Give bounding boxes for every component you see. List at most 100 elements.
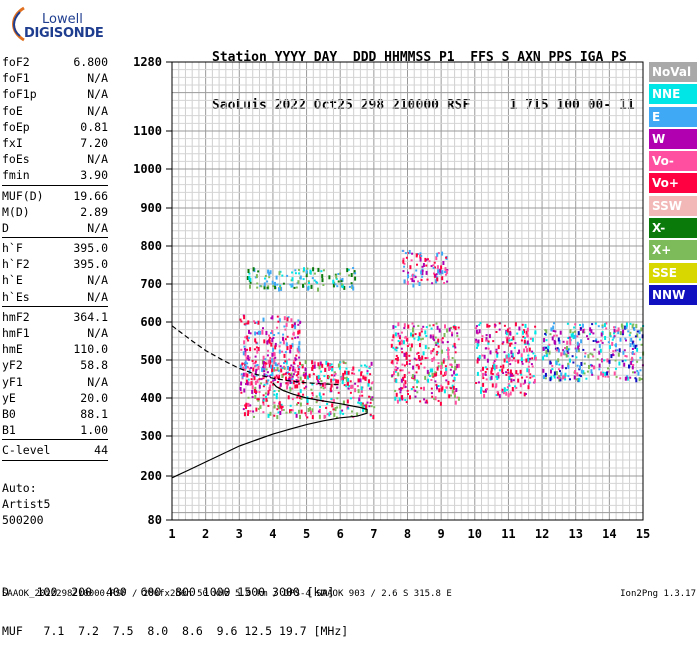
echo-dot bbox=[255, 274, 258, 279]
echo-dot bbox=[574, 323, 577, 326]
echo-dot bbox=[631, 348, 634, 350]
echo-dot bbox=[412, 328, 414, 333]
echo-dot bbox=[514, 359, 517, 362]
echo-dot bbox=[273, 401, 276, 404]
echo-dot bbox=[617, 352, 620, 357]
echo-dot bbox=[347, 378, 350, 382]
echo-dot bbox=[268, 339, 271, 344]
echo-dot bbox=[356, 385, 359, 388]
echo-dot bbox=[248, 329, 250, 334]
echo-dot bbox=[252, 367, 255, 372]
echo-dot bbox=[496, 352, 499, 355]
echo-dot bbox=[248, 367, 251, 370]
echo-dot bbox=[289, 380, 292, 384]
echo-dot bbox=[521, 323, 524, 326]
echo-dot bbox=[514, 322, 517, 327]
echo-dot bbox=[505, 391, 508, 396]
echo-dot bbox=[632, 371, 634, 374]
echo-dot bbox=[442, 261, 445, 265]
echo-dot bbox=[475, 340, 478, 343]
echo-dot bbox=[414, 395, 417, 398]
param-name: MUF(D) bbox=[2, 188, 44, 203]
echo-dot bbox=[269, 384, 272, 389]
echo-dot bbox=[301, 364, 304, 369]
echo-dot bbox=[413, 374, 416, 379]
echo-dot bbox=[364, 408, 367, 413]
echo-dot bbox=[312, 267, 315, 272]
echo-dot bbox=[287, 371, 290, 374]
echo-dot bbox=[257, 398, 260, 401]
echo-dot bbox=[624, 355, 627, 357]
echo-dot bbox=[627, 330, 630, 333]
echo-dot bbox=[336, 397, 339, 400]
param-value: 19.66 bbox=[73, 188, 108, 203]
echo-dot bbox=[478, 355, 481, 359]
echo-dot bbox=[289, 366, 292, 369]
echo-dot bbox=[633, 326, 636, 331]
echo-dot bbox=[564, 378, 567, 381]
plot-grid bbox=[171, 61, 644, 521]
echo-dot bbox=[333, 371, 336, 374]
echo-dot bbox=[253, 376, 256, 381]
echo-dot bbox=[252, 362, 255, 365]
echo-dot bbox=[305, 275, 308, 278]
echo-dot bbox=[341, 409, 344, 412]
echo-dot bbox=[417, 336, 420, 340]
legend-item-x-: X+ bbox=[649, 240, 697, 261]
echo-dot bbox=[341, 277, 344, 282]
echo-dot bbox=[495, 350, 498, 353]
echo-dot bbox=[261, 332, 264, 335]
echo-dot bbox=[257, 399, 260, 402]
echo-dot bbox=[277, 404, 280, 409]
echo-dot bbox=[397, 340, 400, 342]
echo-dot bbox=[404, 385, 407, 388]
echo-dot bbox=[625, 339, 627, 342]
echo-dot bbox=[599, 348, 602, 353]
echo-dot bbox=[497, 391, 500, 396]
echo-dot bbox=[243, 315, 246, 320]
echo-dot bbox=[403, 323, 406, 328]
echo-dot bbox=[317, 381, 320, 384]
echo-dot bbox=[498, 394, 501, 399]
echo-dot bbox=[331, 403, 334, 408]
echo-dot bbox=[337, 280, 340, 283]
echo-dot bbox=[440, 365, 443, 370]
echo-dot bbox=[254, 360, 257, 363]
legend-item-w: W bbox=[649, 128, 697, 149]
echo-dot bbox=[267, 390, 270, 395]
echo-dot bbox=[412, 325, 415, 328]
echo-dot bbox=[273, 367, 276, 372]
echo-dot bbox=[402, 377, 405, 382]
y-tick-label: 1100 bbox=[133, 124, 162, 138]
legend-item-vo-: Vo- bbox=[649, 151, 697, 172]
echo-dot bbox=[356, 412, 359, 417]
echo-dot bbox=[610, 354, 613, 359]
echo-dot bbox=[435, 353, 438, 356]
echo-dot bbox=[636, 330, 639, 333]
echo-dot bbox=[249, 404, 252, 407]
echo-dot bbox=[591, 364, 593, 367]
echo-dot bbox=[286, 346, 289, 351]
echo-dot bbox=[524, 379, 526, 384]
echo-dot bbox=[407, 271, 410, 274]
echo-dot bbox=[411, 252, 414, 255]
echo-dot bbox=[632, 343, 635, 348]
echo-dot bbox=[476, 371, 479, 376]
param-value: N/A bbox=[87, 71, 108, 86]
echo-dot bbox=[416, 263, 418, 266]
echo-dot bbox=[526, 333, 529, 338]
echo-dot bbox=[510, 338, 513, 341]
echo-dot bbox=[635, 344, 638, 347]
echo-dot bbox=[409, 395, 411, 400]
param-row: h`F 395.0 bbox=[2, 240, 108, 256]
echo-dot bbox=[267, 360, 270, 365]
echo-dot bbox=[319, 383, 322, 386]
echo-dot bbox=[601, 359, 604, 362]
echo-dot bbox=[267, 393, 270, 396]
echo-dot bbox=[328, 275, 331, 280]
echo-dot bbox=[306, 398, 309, 403]
echo-dot bbox=[243, 369, 246, 371]
echo-dot bbox=[305, 414, 307, 417]
echo-dot bbox=[416, 363, 419, 366]
echo-dot bbox=[299, 402, 302, 407]
